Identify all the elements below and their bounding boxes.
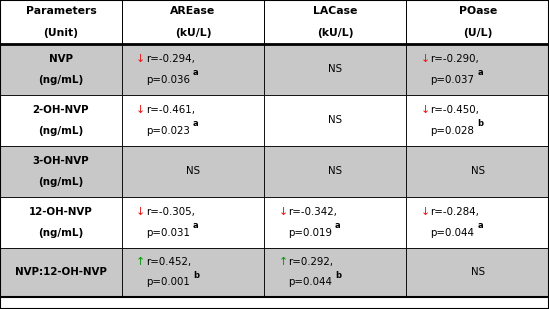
Bar [264,248,406,297]
Bar [122,0,264,44]
Text: Parameters: Parameters [26,6,96,16]
Text: NVP: NVP [49,54,73,64]
Text: a: a [193,68,198,78]
Text: p=0.031: p=0.031 [146,227,190,238]
Text: b: b [477,119,483,129]
Text: POase: POase [458,6,497,16]
Text: NVP:12-OH-NVP: NVP:12-OH-NVP [15,267,107,277]
Text: p=0.036: p=0.036 [146,74,190,85]
Text: r=-0.461,: r=-0.461, [146,105,195,115]
Bar [0,95,122,146]
Bar [0,44,122,95]
Text: NS: NS [328,64,342,74]
Text: NS: NS [328,115,342,125]
Bar [264,0,406,44]
Text: r=-0.305,: r=-0.305, [146,207,195,217]
Text: (kU/L): (kU/L) [317,28,354,38]
Text: ↑: ↑ [278,257,288,268]
Text: ↓: ↓ [421,207,430,217]
Bar [0,248,122,297]
Text: NS: NS [328,166,342,176]
Bar [264,44,406,95]
Bar [406,248,549,297]
Text: a: a [477,221,483,231]
Bar [406,197,549,248]
Text: 3-OH-NVP: 3-OH-NVP [32,156,89,166]
Text: ↓: ↓ [421,105,430,115]
Text: (ng/mL): (ng/mL) [38,74,83,85]
Text: r=-0.284,: r=-0.284, [430,207,479,217]
Text: ↓: ↓ [278,207,288,217]
Text: 12-OH-NVP: 12-OH-NVP [29,207,93,217]
Text: (Unit): (Unit) [43,28,79,38]
Bar [264,146,406,197]
Bar [122,146,264,197]
Text: r=-0.294,: r=-0.294, [146,54,195,64]
Text: ↓: ↓ [136,105,145,115]
Bar [406,146,549,197]
Text: NS: NS [186,166,200,176]
Bar [122,248,264,297]
Text: ↓: ↓ [421,54,430,64]
Bar [0,146,122,197]
Bar [406,0,549,44]
Text: ↓: ↓ [136,54,145,64]
Text: r=0.452,: r=0.452, [146,257,191,268]
Text: p=0.023: p=0.023 [146,125,190,136]
Text: a: a [193,221,198,231]
Text: p=0.044: p=0.044 [288,277,332,287]
Bar [122,95,264,146]
Text: 2-OH-NVP: 2-OH-NVP [33,105,89,115]
Bar [0,0,122,44]
Bar [122,44,264,95]
Text: LACase: LACase [313,6,357,16]
Text: a: a [477,68,483,78]
Bar [122,197,264,248]
Text: p=0.028: p=0.028 [430,125,474,136]
Text: p=0.044: p=0.044 [430,227,474,238]
Bar [406,44,549,95]
Text: ↑: ↑ [136,257,145,268]
Bar [0,197,122,248]
Text: r=-0.450,: r=-0.450, [430,105,479,115]
Text: r=0.292,: r=0.292, [288,257,333,268]
Text: NS: NS [470,267,485,277]
Text: b: b [193,271,199,280]
Text: p=0.037: p=0.037 [430,74,474,85]
Text: (U/L): (U/L) [463,28,492,38]
Text: a: a [335,221,340,231]
Text: ↓: ↓ [136,207,145,217]
Text: NS: NS [470,166,485,176]
Text: (ng/mL): (ng/mL) [38,227,83,238]
Text: p=0.001: p=0.001 [146,277,190,287]
Text: r=-0.290,: r=-0.290, [430,54,479,64]
Text: b: b [335,271,341,280]
Bar [264,197,406,248]
Bar [406,95,549,146]
Text: (ng/mL): (ng/mL) [38,176,83,187]
Text: a: a [193,119,198,129]
Bar [264,95,406,146]
Text: p=0.019: p=0.019 [288,227,332,238]
Text: (ng/mL): (ng/mL) [38,125,83,136]
Text: r=-0.342,: r=-0.342, [288,207,337,217]
Text: AREase: AREase [170,6,216,16]
Text: (kU/L): (kU/L) [175,28,211,38]
